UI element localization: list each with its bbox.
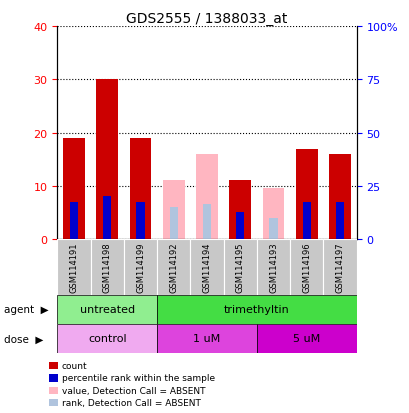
Bar (223, 240, 256, 295)
Text: trimethyltin: trimethyltin (223, 305, 289, 315)
Bar (256, 240, 290, 295)
Text: GSM114192: GSM114192 (169, 242, 178, 292)
Text: agent  ▶: agent ▶ (4, 305, 49, 315)
Bar (169, 208, 178, 240)
Bar (262, 189, 284, 240)
Bar (63, 138, 85, 240)
Text: GSM114191: GSM114191 (70, 242, 79, 292)
Bar (157, 324, 256, 353)
Bar (157, 295, 356, 324)
Bar (229, 181, 250, 240)
Bar (157, 240, 190, 295)
Bar (196, 154, 217, 240)
Bar (163, 181, 184, 240)
Text: GSM114199: GSM114199 (136, 242, 145, 292)
Text: rank, Detection Call = ABSENT: rank, Detection Call = ABSENT (61, 398, 200, 407)
Text: GSM114194: GSM114194 (202, 242, 211, 292)
Bar (328, 154, 350, 240)
Bar (57, 240, 90, 295)
Text: untreated: untreated (79, 305, 135, 315)
Bar (124, 240, 157, 295)
Text: GSM114196: GSM114196 (301, 242, 310, 293)
Text: dose  ▶: dose ▶ (4, 334, 43, 344)
Bar (323, 240, 356, 295)
Bar (70, 202, 78, 240)
Text: GSM114197: GSM114197 (335, 242, 344, 293)
Bar (335, 202, 343, 240)
Text: value, Detection Call = ABSENT: value, Detection Call = ABSENT (61, 386, 204, 395)
Bar (96, 80, 118, 240)
Bar (295, 149, 317, 240)
Text: GSM114193: GSM114193 (268, 242, 277, 293)
Bar (129, 138, 151, 240)
Bar (256, 324, 356, 353)
Bar (202, 205, 211, 240)
Title: GDS2555 / 1388033_at: GDS2555 / 1388033_at (126, 12, 287, 26)
Text: percentile rank within the sample: percentile rank within the sample (61, 373, 214, 382)
Text: count: count (61, 361, 87, 370)
Bar (90, 240, 124, 295)
Bar (302, 202, 310, 240)
Text: GSM114195: GSM114195 (235, 242, 244, 292)
Text: 1 uM: 1 uM (193, 334, 220, 344)
Bar (269, 218, 277, 240)
Bar (103, 197, 111, 240)
Bar (57, 324, 157, 353)
Text: control: control (88, 334, 126, 344)
Text: GSM114198: GSM114198 (103, 242, 112, 293)
Bar (57, 295, 157, 324)
Bar (236, 213, 244, 240)
Bar (136, 202, 144, 240)
Bar (290, 240, 323, 295)
Bar (190, 240, 223, 295)
Text: 5 uM: 5 uM (292, 334, 320, 344)
